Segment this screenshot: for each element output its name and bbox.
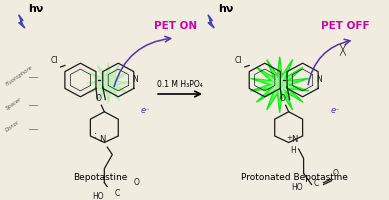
Polygon shape [251, 57, 309, 113]
Text: hν: hν [29, 4, 44, 14]
Polygon shape [95, 70, 122, 96]
Text: Spacer: Spacer [5, 96, 23, 111]
Text: N: N [291, 135, 297, 144]
Text: C: C [314, 179, 319, 188]
Text: e⁻: e⁻ [331, 106, 340, 115]
Text: O: O [280, 94, 286, 103]
Text: H: H [291, 146, 296, 155]
Polygon shape [19, 15, 25, 28]
Text: e⁻: e⁻ [140, 106, 150, 115]
Text: Protonated Bepotastine: Protonated Bepotastine [241, 173, 348, 182]
Text: ╳: ╳ [340, 43, 345, 55]
Text: 0.1 M H₃PO₄: 0.1 M H₃PO₄ [157, 80, 203, 89]
Text: N: N [99, 135, 106, 144]
Polygon shape [86, 62, 130, 103]
Text: Cl: Cl [235, 56, 242, 65]
Text: Fluorophore: Fluorophore [5, 64, 34, 87]
Text: :: : [95, 130, 98, 140]
Polygon shape [258, 64, 301, 105]
Text: O: O [133, 178, 139, 187]
Text: Bepotastine: Bepotastine [73, 173, 128, 182]
Text: Cl: Cl [51, 56, 58, 65]
Text: N: N [317, 75, 322, 84]
Text: O: O [95, 94, 101, 103]
Text: PET OFF: PET OFF [321, 21, 370, 31]
Text: O: O [333, 169, 338, 178]
Polygon shape [208, 15, 214, 28]
Text: N: N [132, 75, 138, 84]
Text: hν: hν [218, 4, 233, 14]
Polygon shape [266, 72, 293, 98]
Text: HO: HO [92, 192, 104, 200]
Text: +: + [287, 135, 293, 141]
Text: PET ON: PET ON [154, 21, 196, 31]
Text: Donor: Donor [5, 120, 21, 133]
Text: HO: HO [292, 183, 303, 192]
Text: C: C [114, 189, 119, 198]
